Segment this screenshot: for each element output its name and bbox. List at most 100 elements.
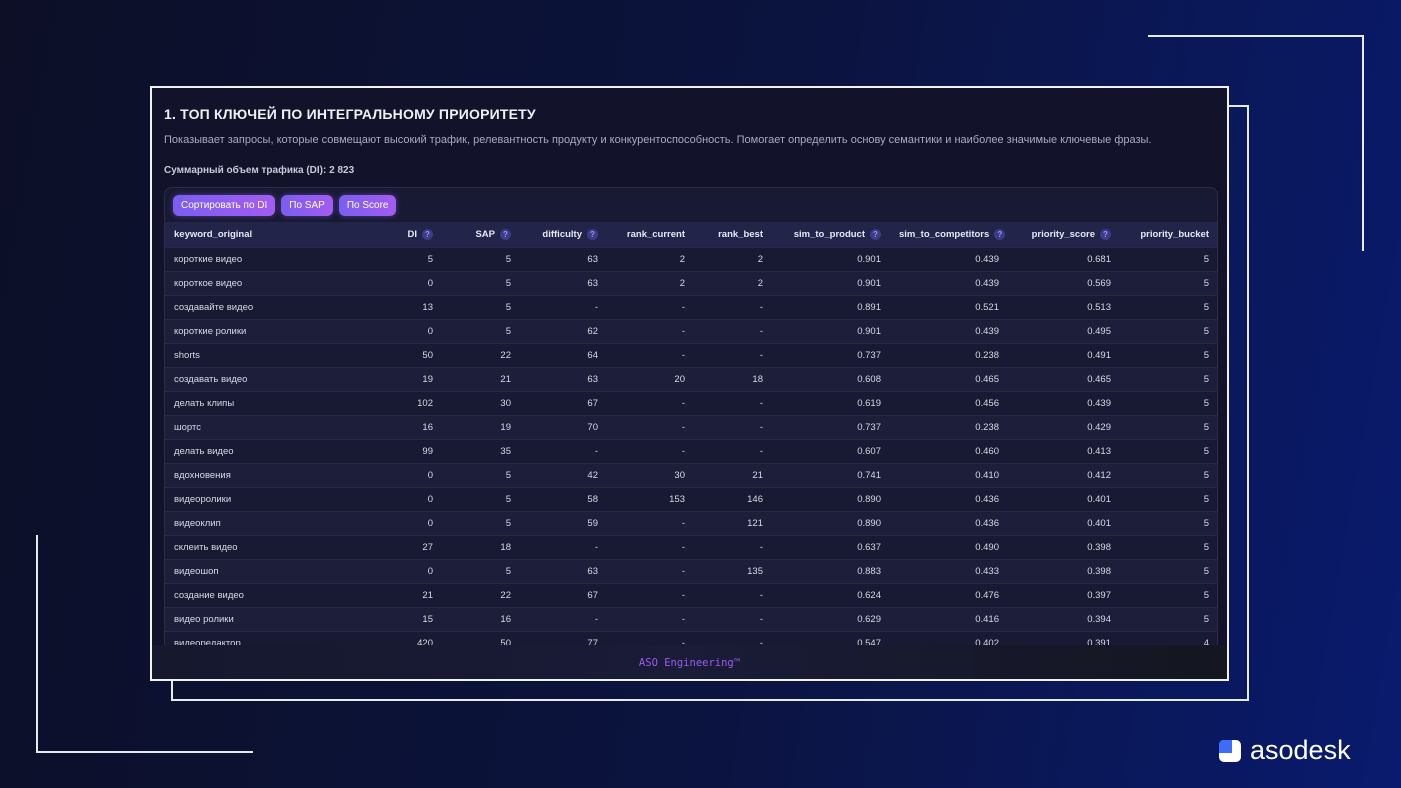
help-icon[interactable]: ? xyxy=(870,228,881,240)
cell-priority-score: 0.491 xyxy=(1008,342,1120,367)
table-row[interactable]: делать клипы 102 30 67- -0.619 0.456 0.439 5 xyxy=(165,390,1217,415)
cell-keyword-original: видеоролики xyxy=(165,486,345,511)
cell-rank-current: - xyxy=(607,414,694,439)
cell-sap: 5 xyxy=(442,558,520,583)
cell-di: 99 xyxy=(345,438,442,463)
cell-di: 102 xyxy=(345,390,442,415)
table-row[interactable]: короткие ролики 0 5 62- -0.901 0.439 0.495 5 xyxy=(165,318,1217,343)
sort-by-sap-button[interactable]: По SAP xyxy=(281,195,333,216)
cell-di: 0 xyxy=(345,462,442,487)
cell-priority-bucket: 5 xyxy=(1120,342,1217,367)
table-row[interactable]: создание видео 21 22 67- -0.624 0.476 0.397 5 xyxy=(165,582,1217,607)
cell-rank-current: - xyxy=(607,438,694,463)
cell-priority-score: 0.397 xyxy=(1008,582,1120,607)
cell-difficulty: 63 xyxy=(520,558,607,583)
help-icon[interactable]: ? xyxy=(500,228,511,240)
cell-difficulty: 67 xyxy=(520,390,607,415)
table-row[interactable]: видеошоп 0 5 63-135 0.883 0.433 0.398 5 xyxy=(165,558,1217,583)
column-header-sim-to-product[interactable]: sim_to_product? xyxy=(772,222,890,247)
cell-keyword-original: шортс xyxy=(165,414,345,439)
table-row[interactable]: короткое видео 0 5 63 2 2 0.901 0.439 0.569 5 xyxy=(165,270,1217,295)
cell-rank-current: 2 xyxy=(607,246,694,271)
cell-priority-score: 0.513 xyxy=(1008,294,1120,319)
cell-difficulty: 63 xyxy=(520,246,607,271)
cell-sap: 5 xyxy=(442,246,520,271)
column-header-sap[interactable]: SAP? xyxy=(442,222,520,247)
column-header-priority-score[interactable]: priority_score? xyxy=(1008,222,1120,247)
cell-difficulty: - xyxy=(520,534,607,559)
cell-priority-bucket: 5 xyxy=(1120,438,1217,463)
cell-sap: 35 xyxy=(442,438,520,463)
help-icon[interactable]: ? xyxy=(994,228,1006,240)
cell-sim-to-product: 0.901 xyxy=(772,318,890,343)
table-row[interactable]: видеоролики 0 5 58 153 146 0.890 0.436 0.401 5 xyxy=(165,486,1217,511)
column-header-priority-bucket[interactable]: priority_bucket xyxy=(1120,222,1217,247)
column-header-label: SAP xyxy=(475,228,495,240)
column-header-label: difficulty xyxy=(542,228,582,240)
cell-di: 0 xyxy=(345,510,442,535)
keywords-table: keyword_original DI? SAP? difficulty? rank_c… xyxy=(165,222,1217,655)
column-header-rank-current[interactable]: rank_current xyxy=(607,222,694,247)
cell-priority-score: 0.465 xyxy=(1008,366,1120,391)
cell-rank-current: 153 xyxy=(607,486,694,511)
table-row[interactable]: короткие видео 5 5 63 2 2 0.901 0.439 0.681 5 xyxy=(165,246,1217,271)
column-header-label: keyword_original xyxy=(174,228,253,240)
cell-di: 0 xyxy=(345,270,442,295)
help-icon[interactable]: ? xyxy=(1100,228,1111,240)
cell-di: 21 xyxy=(345,582,442,607)
column-header-di[interactable]: DI? xyxy=(345,222,442,247)
cell-rank-best: 146 xyxy=(694,486,772,511)
table-row[interactable]: видеоклип 0 5 59-121 0.890 0.436 0.401 5 xyxy=(165,510,1217,535)
table-row[interactable]: создавать видео 19 21 63 20 18 0.608 0.465 0.465… xyxy=(165,366,1217,391)
cell-sim-to-product: 0.619 xyxy=(772,390,890,415)
cell-difficulty: 70 xyxy=(520,414,607,439)
column-header-rank-best[interactable]: rank_best xyxy=(694,222,772,247)
cell-priority-bucket: 5 xyxy=(1120,366,1217,391)
cell-sim-to-product: 0.637 xyxy=(772,534,890,559)
cell-difficulty: - xyxy=(520,606,607,631)
cell-difficulty: 42 xyxy=(520,462,607,487)
cell-sim-to-competitors: 0.476 xyxy=(890,582,1008,607)
sort-by-score-button[interactable]: По Score xyxy=(338,195,397,216)
cell-difficulty: 63 xyxy=(520,270,607,295)
cell-priority-score: 0.401 xyxy=(1008,486,1120,511)
cell-rank-current: - xyxy=(607,558,694,583)
cell-priority-score: 0.412 xyxy=(1008,462,1120,487)
table-row[interactable]: склеить видео 27 18- - -0.637 0.490 0.398 5 xyxy=(165,534,1217,559)
cell-sim-to-product: 0.737 xyxy=(772,342,890,367)
table-row[interactable]: видео ролики 15 16- - -0.629 0.416 0.394 5 xyxy=(165,606,1217,631)
cell-rank-best: 21 xyxy=(694,462,772,487)
cell-priority-bucket: 5 xyxy=(1120,534,1217,559)
help-icon[interactable]: ? xyxy=(422,228,433,240)
cell-difficulty: 59 xyxy=(520,510,607,535)
cell-sim-to-competitors: 0.439 xyxy=(890,246,1008,271)
table-row[interactable]: шортс 16 19 70- -0.737 0.238 0.429 5 xyxy=(165,414,1217,439)
cell-difficulty: 58 xyxy=(520,486,607,511)
column-header-difficulty[interactable]: difficulty? xyxy=(520,222,607,247)
column-header-label: sim_to_product xyxy=(793,228,865,240)
cell-keyword-original: короткие ролики xyxy=(165,318,345,343)
cell-rank-best: - xyxy=(694,294,772,319)
column-header-sim-to-competitors[interactable]: sim_to_competitors? xyxy=(890,222,1008,247)
cell-sim-to-competitors: 0.238 xyxy=(890,342,1008,367)
cell-rank-current: - xyxy=(607,510,694,535)
table-row[interactable]: делать видео 99 35- - -0.607 0.460 0.413 5 xyxy=(165,438,1217,463)
cell-priority-bucket: 5 xyxy=(1120,462,1217,487)
cell-priority-score: 0.429 xyxy=(1008,414,1120,439)
table-row[interactable]: shorts 50 22 64- -0.737 0.238 0.491 5 xyxy=(165,342,1217,367)
cell-sim-to-product: 0.883 xyxy=(772,558,890,583)
cell-priority-bucket: 5 xyxy=(1120,270,1217,295)
cell-di: 16 xyxy=(345,414,442,439)
column-header-label: sim_to_competitors xyxy=(899,228,990,240)
sort-by-di-button[interactable]: Сортировать по DI xyxy=(173,195,276,216)
cell-rank-current: - xyxy=(607,582,694,607)
cell-rank-best: 2 xyxy=(694,246,772,271)
table-row[interactable]: вдохновения 0 5 42 30 21 0.741 0.410 0.412 5 xyxy=(165,462,1217,487)
cell-rank-best: - xyxy=(694,534,772,559)
column-header-keyword-original[interactable]: keyword_original xyxy=(165,222,345,247)
table-row[interactable]: создавайте видео 13 5- - -0.891 0.521 0.513 5 xyxy=(165,294,1217,319)
section-description: Показывает запросы, которые совмещают вы… xyxy=(164,134,1152,146)
deco-line xyxy=(1148,35,1364,37)
column-header-label: rank_current xyxy=(626,228,685,240)
help-icon[interactable]: ? xyxy=(587,228,598,240)
